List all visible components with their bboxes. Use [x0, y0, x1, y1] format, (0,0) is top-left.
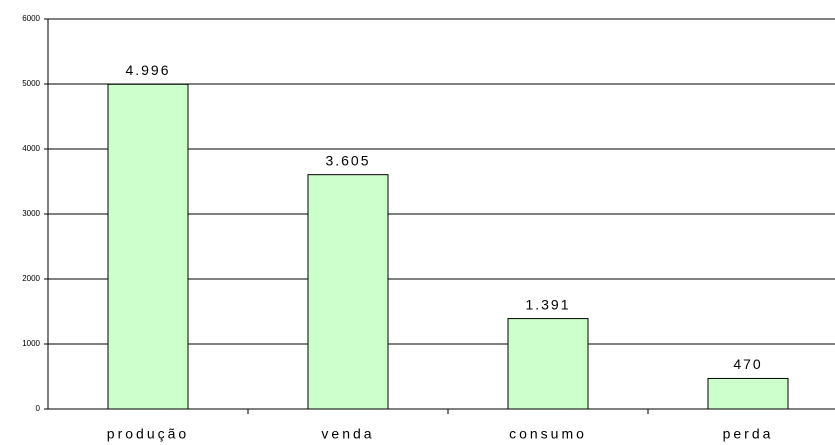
- x-tick-label: consumo: [509, 426, 587, 442]
- value-label: 4.996: [125, 62, 170, 78]
- bar: [707, 377, 789, 410]
- y-tick-label: 2000: [22, 274, 40, 283]
- value-label: 470: [733, 356, 762, 372]
- bar: [107, 83, 189, 410]
- y-tick-label: 5000: [22, 79, 40, 88]
- bar: [507, 318, 589, 410]
- x-tick-label: perda: [723, 426, 774, 442]
- bar: [307, 174, 389, 410]
- y-tick-label: 1000: [22, 339, 40, 348]
- y-tick-label: 6000: [22, 14, 40, 23]
- y-tick-label: 4000: [22, 144, 40, 153]
- x-tick-label: produção: [107, 426, 189, 442]
- value-label: 1.391: [525, 296, 570, 312]
- y-tick-label: 3000: [22, 209, 40, 218]
- value-label: 3.605: [325, 152, 370, 168]
- x-tick-label: venda: [321, 426, 374, 442]
- y-tick-label: 0: [36, 404, 41, 413]
